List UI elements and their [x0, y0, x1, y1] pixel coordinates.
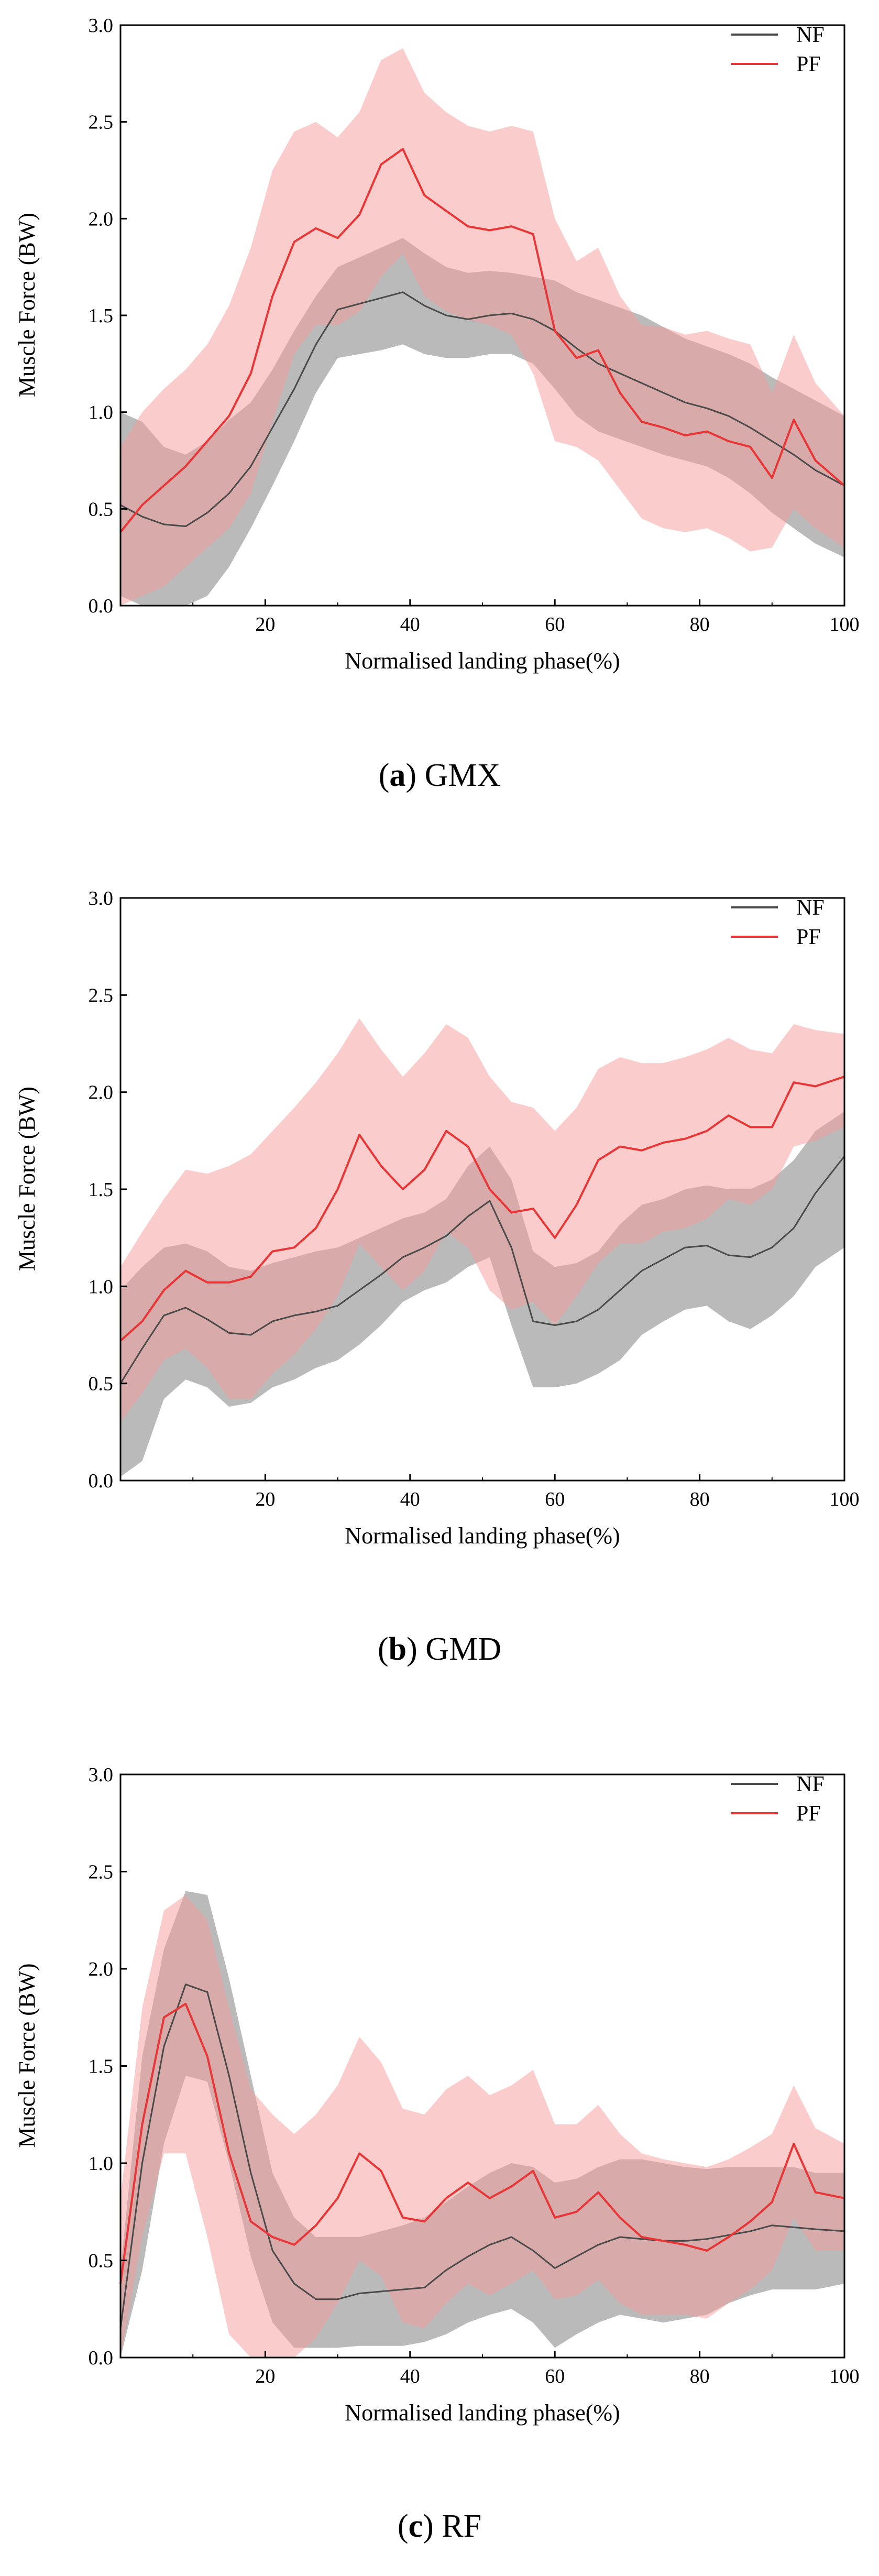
x-tick-label: 40 [400, 2365, 420, 2387]
lines-layer [119, 1076, 845, 1384]
caption-title: GMX [425, 758, 501, 793]
panel-caption: (b) GMD [378, 1631, 501, 1667]
series-line-nf [119, 1983, 845, 2329]
caption-letter: c [409, 2508, 423, 2544]
x-tick-label: 40 [400, 1488, 420, 1510]
x-axis-title: Normalised landing phase(%) [345, 2400, 620, 2426]
y-axis-title: Muscle Force (BW) [14, 213, 40, 397]
ticks-layer: 0.0 0.5 1.0 1.5 2.0 2.5 3.0 20 40 60 80 100 [89, 887, 860, 1510]
x-tick-label: 80 [690, 613, 710, 635]
y-tick-label: 3.0 [89, 15, 114, 37]
y-axis-title: Muscle Force (BW) [14, 1964, 40, 2148]
x-axis-title: Normalised landing phase(%) [345, 1523, 620, 1549]
x-tick-label: 60 [545, 1488, 565, 1510]
bands-layer [120, 1891, 844, 2358]
y-tick-label: 1.0 [89, 2153, 114, 2175]
sd-band-pf [120, 48, 844, 606]
bands-layer [120, 1018, 844, 1477]
bands-layer [120, 48, 844, 606]
y-tick-label: 2.0 [89, 208, 114, 230]
legend-label-nf: NF [796, 1772, 825, 1796]
y-tick-label: 2.5 [89, 1861, 114, 1883]
legend-label-pf: PF [796, 1802, 821, 1826]
caption-title: RF [442, 2508, 481, 2544]
y-tick-label: 2.0 [89, 1082, 114, 1104]
legend-label-nf: NF [796, 896, 825, 920]
y-tick-label: 1.5 [89, 305, 114, 327]
y-tick-label: 3.0 [89, 1764, 114, 1786]
x-tick-label: 80 [690, 2365, 710, 2387]
series-line-nf [119, 1156, 845, 1384]
lines-layer [119, 148, 845, 533]
x-tick-label: 20 [255, 1488, 275, 1510]
y-tick-label: 1.0 [89, 402, 114, 424]
y-tick-label: 0.5 [89, 2250, 114, 2272]
ticks-layer: 0.0 0.5 1.0 1.5 2.0 2.5 3.0 20 40 60 80 100 [89, 15, 860, 635]
legend: NF PF [731, 896, 825, 949]
x-tick-label: 100 [830, 1488, 860, 1510]
chart-panel-gmx: 0.0 0.5 1.0 1.5 2.0 2.5 3.0 20 40 60 80 100 Muscle … [14, 15, 860, 793]
y-tick-label: 1.0 [89, 1276, 114, 1298]
x-tick-label: 40 [400, 613, 420, 635]
y-axis-title: Muscle Force (BW) [14, 1087, 40, 1271]
y-tick-label: 1.5 [89, 1179, 114, 1201]
series-line-pf [119, 1076, 845, 1342]
y-tick-label: 0.0 [89, 1470, 114, 1492]
y-tick-label: 0.0 [89, 595, 114, 617]
y-tick-label: 0.5 [89, 1373, 114, 1395]
lines-layer [119, 1983, 845, 2329]
legend: NF PF [731, 23, 825, 76]
y-tick-label: 2.0 [89, 1958, 114, 1980]
x-tick-label: 20 [255, 2365, 275, 2387]
x-tick-label: 100 [830, 613, 860, 635]
x-tick-label: 60 [545, 613, 565, 635]
series-line-pf [119, 2002, 845, 2284]
y-tick-label: 3.0 [89, 887, 114, 909]
sd-band-pf [120, 1018, 844, 1422]
y-tick-label: 1.5 [89, 2056, 114, 2078]
series-line-nf [120, 291, 845, 528]
series-line-pf [119, 148, 845, 533]
panel-caption: (c) RF [398, 2508, 481, 2544]
legend-label-pf: PF [796, 52, 821, 76]
y-tick-label: 2.5 [89, 984, 114, 1006]
x-tick-label: 20 [255, 613, 275, 635]
sd-band-pf [120, 1895, 844, 2358]
y-tick-label: 2.5 [89, 112, 114, 134]
chart-panel-rf: 0.0 0.5 1.0 1.5 2.0 2.5 3.0 20 40 60 80 100 Muscle … [14, 1764, 860, 2544]
x-tick-label: 80 [690, 1488, 710, 1510]
legend-label-pf: PF [796, 925, 821, 949]
caption-letter: b [389, 1631, 406, 1667]
chart-panel-gmd: 0.0 0.5 1.0 1.5 2.0 2.5 3.0 20 40 60 80 100 Muscle … [14, 887, 860, 1667]
x-tick-label: 60 [545, 2365, 565, 2387]
x-axis-title: Normalised landing phase(%) [345, 648, 620, 674]
x-tick-label: 100 [830, 2365, 860, 2387]
legend: NF PF [731, 1772, 825, 1826]
ticks-layer: 0.0 0.5 1.0 1.5 2.0 2.5 3.0 20 40 60 80 100 [89, 1764, 860, 2387]
y-tick-label: 0.5 [89, 498, 114, 520]
caption-title: GMD [425, 1631, 501, 1667]
legend-label-nf: NF [796, 23, 825, 47]
caption-letter: a [389, 758, 405, 793]
y-tick-label: 0.0 [89, 2347, 114, 2369]
panel-caption: (a) GMX [379, 758, 501, 793]
